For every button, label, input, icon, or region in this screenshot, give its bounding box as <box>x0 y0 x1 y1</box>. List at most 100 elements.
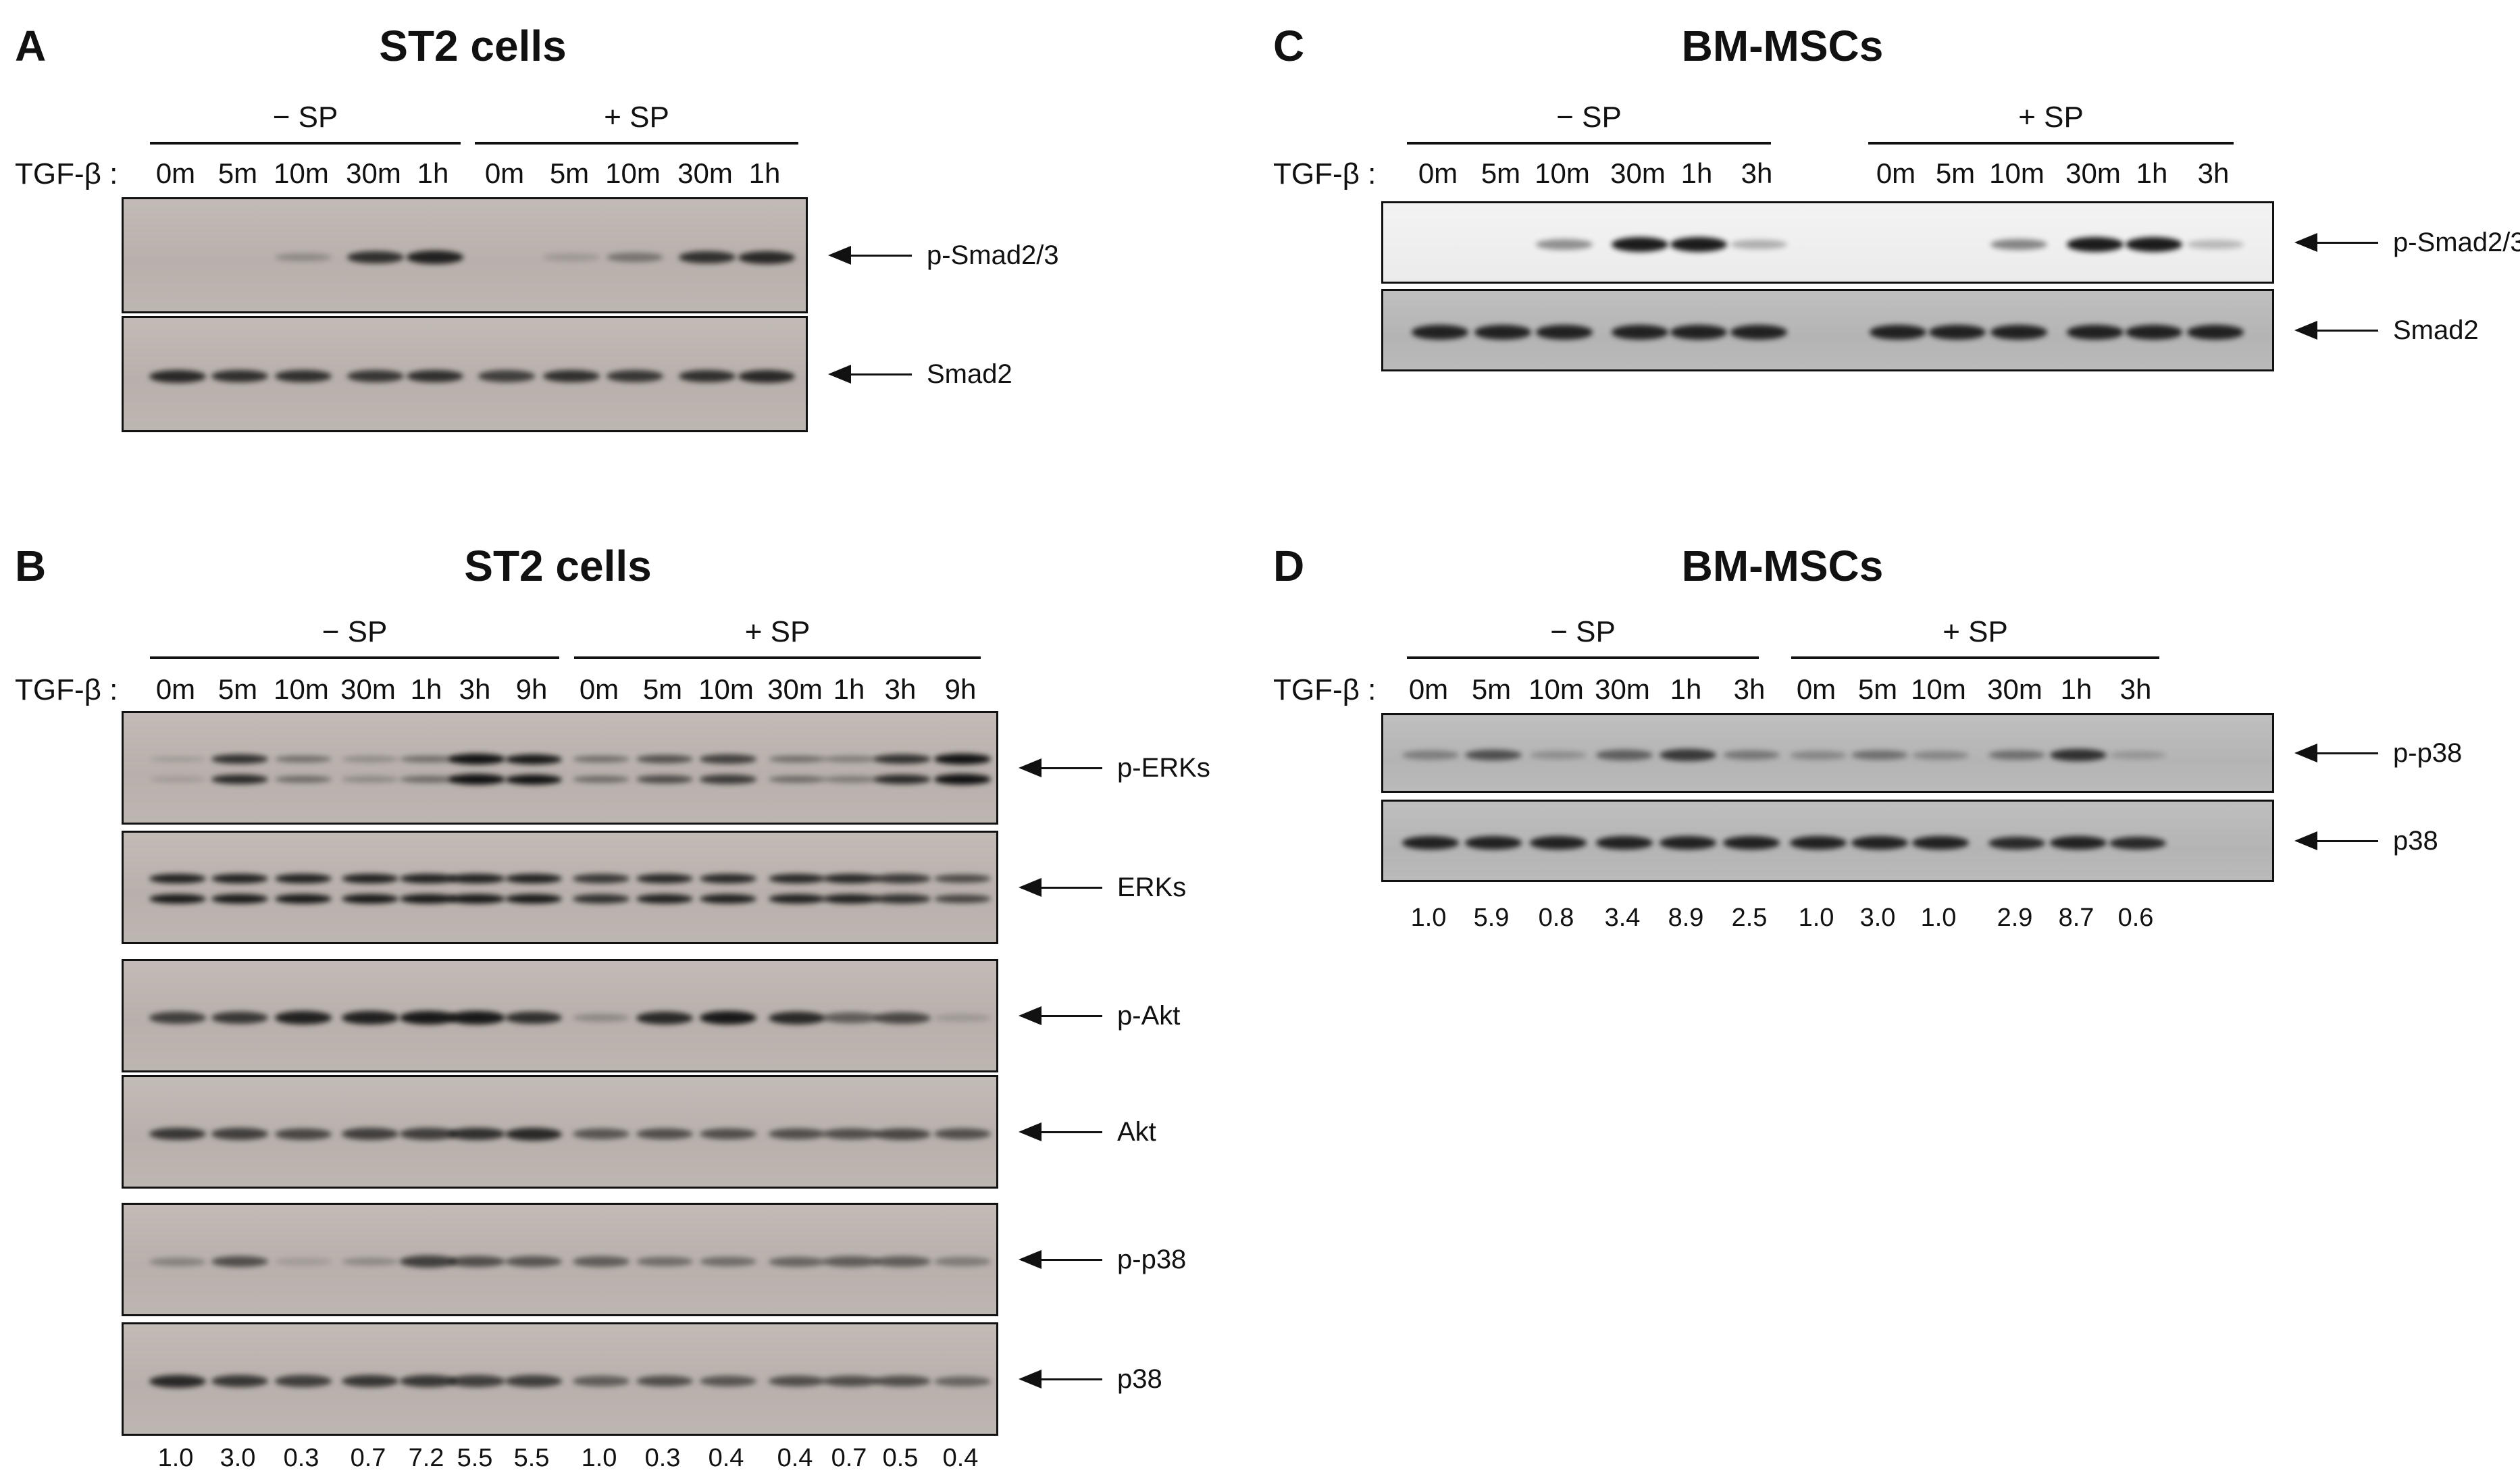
band <box>211 873 268 884</box>
timepoint-label: 30m <box>1595 673 1650 705</box>
band <box>1990 238 2047 251</box>
band <box>149 1257 206 1266</box>
band <box>874 754 931 764</box>
treatment-group-minus-sp: − SP <box>150 617 559 659</box>
band <box>275 873 332 884</box>
band <box>769 1256 825 1267</box>
band <box>342 1375 398 1387</box>
band <box>769 1011 825 1024</box>
timepoint-label: 0m <box>1408 673 1449 705</box>
treatment-group-minus-sp: − SP <box>150 103 461 145</box>
band <box>1412 325 1468 340</box>
blot-label: p-p38 <box>2393 738 2463 768</box>
tgf-beta-label: TGF-β : <box>1273 157 1377 190</box>
band <box>636 1011 693 1024</box>
blot-p-smad2-3 <box>122 197 808 313</box>
band <box>1988 750 2045 760</box>
band <box>211 1128 268 1140</box>
band <box>1670 325 1727 340</box>
arrow-akt: Akt <box>1001 1117 1156 1147</box>
band <box>934 1257 991 1266</box>
band <box>275 1128 332 1140</box>
band <box>1402 836 1459 850</box>
band <box>505 873 562 884</box>
timepoint-label: 0m <box>155 157 196 189</box>
arrow-icon <box>2294 743 2378 762</box>
arrow-icon <box>1019 877 1102 897</box>
timepoint-label: 9h <box>944 673 977 705</box>
blot-p-erks <box>122 711 998 825</box>
blot-label: p-Smad2/3 <box>927 240 1059 270</box>
band <box>400 1375 457 1387</box>
band <box>700 1011 756 1024</box>
group-underline <box>574 656 981 659</box>
band <box>823 893 879 904</box>
band <box>874 1375 931 1387</box>
band <box>505 1256 562 1267</box>
band <box>342 1257 398 1266</box>
arrow-smad2: Smad2 <box>2277 315 2479 345</box>
blot-label: p38 <box>1117 1364 1162 1394</box>
band <box>700 754 756 764</box>
band <box>573 874 629 883</box>
quantification-value: 1.0 <box>1920 904 1957 932</box>
panel-title: BM-MSCs <box>1681 22 1884 70</box>
band <box>448 1255 505 1268</box>
group-label: + SP <box>2018 101 2084 134</box>
blot-label: p-ERKs <box>1117 753 1210 783</box>
band <box>2067 237 2124 252</box>
timepoint-label: 5m <box>217 157 258 189</box>
treatment-group-minus-sp: − SP <box>1407 617 1759 659</box>
band <box>1612 325 1668 340</box>
group-label: + SP <box>604 101 669 134</box>
band <box>342 873 398 884</box>
band <box>448 774 505 785</box>
band <box>636 1375 693 1387</box>
band <box>679 251 736 264</box>
band <box>275 775 332 783</box>
blot-label: ERKs <box>1117 873 1187 902</box>
timepoint-label: 3h <box>1741 157 1773 189</box>
panel-letter: D <box>1273 542 1305 590</box>
band <box>448 893 505 904</box>
timepoint-label: 1h <box>2060 673 2092 705</box>
arrow-icon <box>1019 1122 1102 1141</box>
quantification-value: 0.7 <box>350 1444 386 1472</box>
band <box>448 1127 505 1141</box>
timepoint-label: 5m <box>1471 673 1512 705</box>
timepoint-label: 1h <box>748 157 781 189</box>
band <box>448 1011 505 1024</box>
band <box>934 1376 991 1386</box>
band <box>149 893 206 904</box>
blot-label: p-Smad2/3 <box>2393 228 2520 257</box>
band <box>400 893 457 904</box>
arrow-icon <box>2294 831 2378 850</box>
arrow-p-erks: p-ERKs <box>1001 753 1210 783</box>
band <box>874 1256 931 1267</box>
band <box>275 1011 332 1024</box>
timepoint-label: 0m <box>1876 157 1916 189</box>
band <box>407 251 463 264</box>
timepoint-label: 3h <box>1733 673 1766 705</box>
quantification-value: 1.0 <box>581 1444 617 1472</box>
arrow-icon <box>2294 232 2378 252</box>
band <box>400 755 457 763</box>
quantification-value: 3.4 <box>1604 904 1641 932</box>
band <box>1790 750 1847 760</box>
band <box>679 369 736 383</box>
quantification-value: 0.4 <box>942 1444 979 1472</box>
blot-label: Smad2 <box>2393 315 2479 345</box>
quantification-value: 2.5 <box>1731 904 1768 932</box>
band <box>823 1012 879 1023</box>
band <box>1530 836 1587 850</box>
band <box>700 893 756 904</box>
band <box>1851 836 1908 850</box>
band <box>211 754 268 764</box>
blot-p-akt <box>122 959 998 1072</box>
timepoint-label: 10m <box>1528 673 1584 705</box>
band <box>1536 325 1593 340</box>
band <box>505 893 562 904</box>
band <box>1660 836 1716 850</box>
